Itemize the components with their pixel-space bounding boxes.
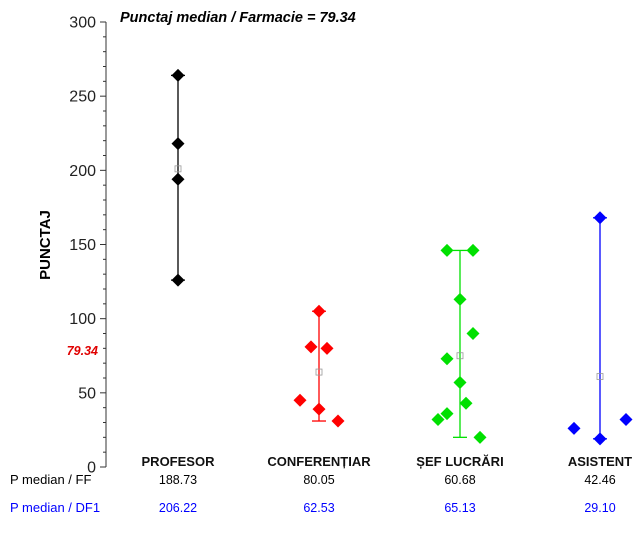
data-point — [567, 421, 581, 435]
data-point — [440, 243, 454, 257]
y-tick-label: 100 — [69, 311, 96, 328]
y-tick-label: 300 — [69, 15, 96, 32]
y-tick-label: 150 — [69, 237, 96, 254]
table-cell: 206.22 — [159, 501, 197, 515]
y-tick-label: 0 — [87, 460, 96, 477]
data-point — [453, 292, 467, 306]
mean-marker — [174, 165, 182, 173]
plot-area — [171, 68, 633, 446]
category-label: ASISTENT — [568, 454, 632, 469]
data-point — [466, 243, 480, 257]
table-cell: 65.13 — [444, 501, 475, 515]
y-axis-label: PUNCTAJ — [37, 210, 54, 280]
data-point — [453, 375, 467, 389]
data-point — [320, 341, 334, 355]
y-tick-label: 200 — [69, 163, 96, 180]
data-point — [440, 407, 454, 421]
table-cell: 29.10 — [584, 501, 615, 515]
table-cell: 62.53 — [303, 501, 334, 515]
data-point — [593, 211, 607, 225]
y-tick-label: 50 — [78, 385, 96, 402]
table-cell: 60.68 — [444, 473, 475, 487]
median-table: P median / FF 188.73 80.05 60.68 42.46 P medi… — [10, 472, 616, 515]
data-point — [473, 430, 487, 444]
data-point — [593, 432, 607, 446]
category-label: PROFESOR — [142, 454, 216, 469]
data-point — [431, 413, 445, 427]
data-point — [312, 402, 326, 416]
data-point — [312, 304, 326, 318]
y-axis: 0 50 100 150 200 250 300 — [69, 15, 107, 477]
mean-marker — [456, 352, 464, 360]
data-point — [331, 414, 345, 428]
chart-title: Punctaj median / Farmacie = 79.34 — [120, 10, 356, 26]
reference-label: 79.34 — [67, 344, 98, 358]
mean-marker — [315, 368, 323, 376]
y-tick-label: 250 — [69, 89, 96, 106]
category-label: CONFERENȚIAR — [267, 454, 371, 469]
table-cell: 80.05 — [303, 473, 334, 487]
data-point — [171, 137, 185, 151]
data-point — [619, 413, 633, 427]
category-label: ȘEF LUCRĂRI — [416, 454, 503, 469]
data-point — [440, 352, 454, 366]
table-row-label: P median / DF1 — [10, 500, 100, 515]
table-row-label: P median / FF — [10, 472, 91, 487]
data-point — [466, 327, 480, 340]
table-cell: 42.46 — [584, 473, 615, 487]
category-labels: PROFESOR CONFERENȚIAR ȘEF LUCRĂRI ASISTENT — [142, 454, 633, 469]
data-point — [171, 273, 185, 287]
data-point — [459, 396, 473, 410]
data-point — [304, 340, 318, 354]
mean-marker — [596, 373, 604, 380]
table-cell: 188.73 — [159, 473, 197, 487]
data-point — [293, 393, 307, 407]
data-point — [171, 172, 185, 186]
data-point — [171, 68, 185, 82]
